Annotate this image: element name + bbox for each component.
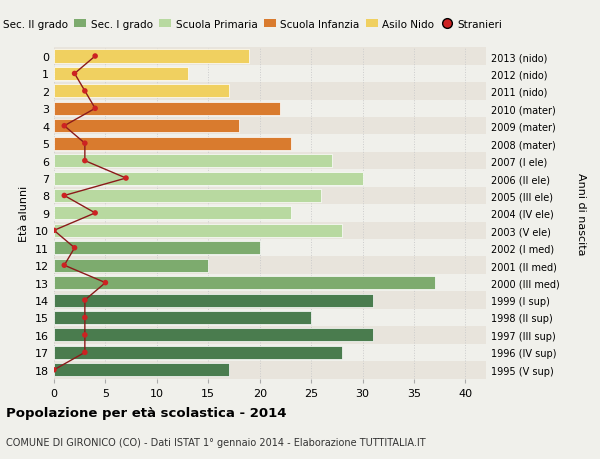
- Point: [59, 192, 69, 200]
- Bar: [54, 292, 486, 309]
- Bar: [54, 257, 486, 274]
- Bar: [54, 118, 486, 135]
- Bar: [54, 361, 486, 379]
- Bar: [54, 294, 373, 307]
- Text: Popolazione per età scolastica - 2014: Popolazione per età scolastica - 2014: [6, 406, 287, 419]
- Bar: [54, 66, 486, 83]
- Point: [91, 210, 100, 217]
- Bar: [54, 155, 332, 168]
- Bar: [54, 172, 362, 185]
- Bar: [54, 259, 208, 272]
- Bar: [54, 50, 250, 63]
- Bar: [54, 152, 486, 170]
- Point: [49, 366, 59, 374]
- Text: COMUNE DI GIRONICO (CO) - Dati ISTAT 1° gennaio 2014 - Elaborazione TUTTITALIA.I: COMUNE DI GIRONICO (CO) - Dati ISTAT 1° …: [6, 437, 425, 447]
- Point: [80, 314, 89, 321]
- Y-axis label: Anni di nascita: Anni di nascita: [576, 172, 586, 255]
- Bar: [54, 68, 188, 81]
- Bar: [54, 170, 486, 187]
- Bar: [54, 346, 342, 359]
- Bar: [54, 224, 342, 237]
- Point: [80, 88, 89, 95]
- Bar: [54, 326, 486, 344]
- Bar: [54, 205, 486, 222]
- Bar: [54, 102, 280, 116]
- Bar: [54, 120, 239, 133]
- Bar: [54, 242, 260, 255]
- Point: [121, 175, 131, 182]
- Y-axis label: Età alunni: Età alunni: [19, 185, 29, 241]
- Point: [70, 71, 79, 78]
- Bar: [54, 85, 229, 98]
- Bar: [54, 135, 486, 152]
- Legend: Sec. II grado, Sec. I grado, Scuola Primaria, Scuola Infanzia, Asilo Nido, Stran: Sec. II grado, Sec. I grado, Scuola Prim…: [0, 16, 506, 34]
- Bar: [54, 101, 486, 118]
- Bar: [54, 274, 486, 292]
- Bar: [54, 190, 322, 202]
- Point: [91, 53, 100, 61]
- Bar: [54, 364, 229, 376]
- Bar: [54, 344, 486, 361]
- Bar: [54, 276, 434, 290]
- Bar: [54, 329, 373, 341]
- Bar: [54, 207, 290, 220]
- Point: [70, 245, 79, 252]
- Bar: [54, 240, 486, 257]
- Point: [91, 106, 100, 113]
- Bar: [54, 309, 486, 326]
- Point: [80, 297, 89, 304]
- Bar: [54, 311, 311, 325]
- Point: [101, 280, 110, 287]
- Bar: [54, 222, 486, 240]
- Bar: [54, 48, 486, 66]
- Bar: [54, 137, 290, 151]
- Point: [80, 349, 89, 356]
- Point: [80, 157, 89, 165]
- Point: [59, 123, 69, 130]
- Point: [80, 331, 89, 339]
- Bar: [54, 187, 486, 205]
- Point: [59, 262, 69, 269]
- Bar: [54, 83, 486, 101]
- Point: [80, 140, 89, 147]
- Point: [49, 227, 59, 235]
